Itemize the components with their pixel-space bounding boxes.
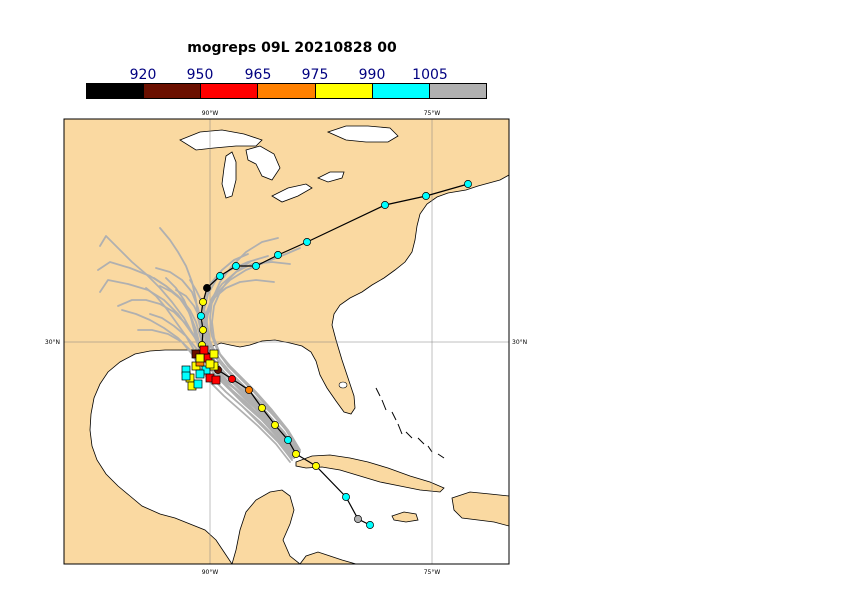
colorbar-label-965: 965 bbox=[244, 67, 272, 83]
lake-ontario bbox=[317, 171, 345, 183]
track-point-14 bbox=[199, 326, 207, 334]
track-point-3 bbox=[342, 493, 350, 501]
ensemble-track-16 bbox=[211, 261, 301, 451]
bahamas-islands bbox=[375, 387, 445, 459]
hudson-bay-edge bbox=[326, 125, 399, 143]
yucatan-land bbox=[231, 489, 301, 564]
chart-title: mogreps 09L 20210828 00 bbox=[187, 40, 397, 56]
track-point-21 bbox=[274, 251, 282, 259]
ensemble-endpoints bbox=[181, 345, 221, 391]
tick-bottom-75w: 75°W bbox=[424, 569, 441, 576]
colorbar-label-990: 990 bbox=[358, 67, 386, 83]
track-point-25 bbox=[464, 180, 472, 188]
colorbar-swatch-1 bbox=[87, 84, 145, 98]
ensemble-track-22 bbox=[175, 289, 301, 453]
track-point-2 bbox=[354, 515, 362, 523]
track-point-7 bbox=[271, 421, 279, 429]
colorbar-label-950: 950 bbox=[186, 67, 214, 83]
pressure-colorbar bbox=[86, 83, 487, 99]
colorbar-label-920: 920 bbox=[129, 67, 157, 83]
track-point-5 bbox=[292, 450, 300, 458]
track-point-8 bbox=[258, 404, 266, 412]
track-point-9 bbox=[245, 386, 253, 394]
track-point-24 bbox=[422, 192, 430, 200]
tick-right-30n: 30°N bbox=[512, 339, 527, 346]
map-panel bbox=[64, 119, 509, 564]
track-point-22 bbox=[303, 238, 311, 246]
central-america-land bbox=[299, 551, 357, 564]
lake-okeechobee bbox=[338, 381, 348, 389]
tick-bottom-90w: 90°W bbox=[202, 569, 219, 576]
north-america-land bbox=[64, 119, 509, 564]
hispaniola-land bbox=[451, 491, 509, 527]
ensemble-endpoint-17 bbox=[205, 359, 215, 369]
colorbar-label-1005: 1005 bbox=[412, 67, 448, 83]
map-frame bbox=[63, 118, 510, 565]
tick-top-75w: 75°W bbox=[424, 110, 441, 117]
colorbar-swatch-3 bbox=[201, 84, 259, 98]
colorbar-swatch-5 bbox=[315, 84, 373, 98]
track-point-6 bbox=[284, 436, 292, 444]
tick-top-90w: 90°W bbox=[202, 110, 219, 117]
lake-superior bbox=[179, 129, 263, 151]
ensemble-endpoint-13 bbox=[211, 375, 221, 385]
colorbar-swatch-7 bbox=[429, 84, 486, 98]
cuba-land bbox=[295, 454, 445, 493]
tick-left-30n: 30°N bbox=[45, 339, 60, 346]
lake-huron bbox=[245, 145, 281, 181]
great-lakes bbox=[179, 125, 399, 203]
track-point-19 bbox=[232, 262, 240, 270]
track-point-4 bbox=[312, 462, 320, 470]
jamaica-land bbox=[391, 511, 419, 523]
track-point-10 bbox=[228, 375, 236, 383]
colorbar-swatch-6 bbox=[372, 84, 430, 98]
track-point-18 bbox=[216, 272, 224, 280]
ensemble-endpoint-18 bbox=[195, 353, 205, 363]
deterministic-points bbox=[197, 180, 472, 529]
track-point-17 bbox=[203, 284, 211, 292]
ensemble-endpoint-16 bbox=[181, 371, 191, 381]
colorbar-swatch-4 bbox=[258, 84, 316, 98]
ensemble-endpoint-11 bbox=[199, 345, 209, 355]
colorbar-swatch-2 bbox=[144, 84, 202, 98]
ensemble-endpoint-6 bbox=[195, 369, 205, 379]
track-point-23 bbox=[381, 201, 389, 209]
ensemble-endpoint-12 bbox=[209, 349, 219, 359]
colorbar-label-975: 975 bbox=[301, 67, 329, 83]
track-point-20 bbox=[252, 262, 260, 270]
ensemble-endpoint-15 bbox=[193, 379, 203, 389]
track-point-16 bbox=[199, 298, 207, 306]
track-point-1 bbox=[366, 521, 374, 529]
track-point-15 bbox=[197, 312, 205, 320]
lake-erie bbox=[271, 183, 313, 203]
ensemble-track-10 bbox=[137, 329, 291, 463]
lake-michigan bbox=[221, 151, 237, 199]
